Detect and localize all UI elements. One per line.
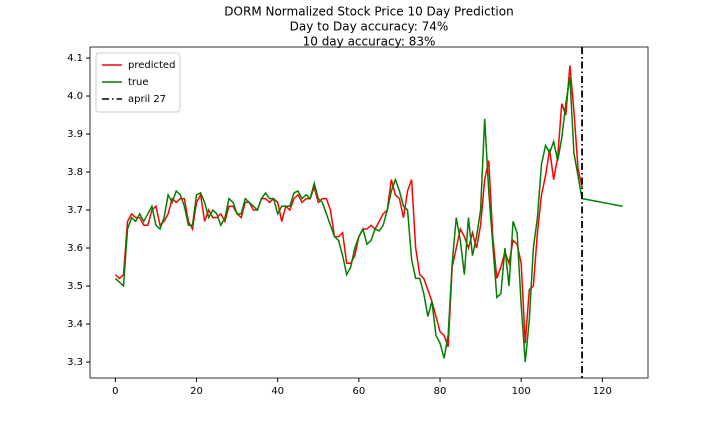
y-tick-label: 4.0 xyxy=(67,91,83,102)
y-tick-label: 3.7 xyxy=(67,205,83,216)
x-tick-label: 80 xyxy=(434,386,447,397)
y-tick-label: 3.3 xyxy=(67,357,83,368)
x-tick-label: 40 xyxy=(271,386,284,397)
y-tick-label: 3.6 xyxy=(67,243,83,254)
plot-frame xyxy=(89,46,649,379)
y-tick-label: 3.4 xyxy=(67,319,83,330)
legend-label: true xyxy=(128,77,149,88)
y-tick-label: 4.1 xyxy=(67,53,83,64)
y-tick-label: 3.5 xyxy=(67,281,83,292)
data-line xyxy=(114,65,583,348)
chart-subtitle: 10 day accuracy: 83% xyxy=(303,35,436,49)
x-tick-label: 60 xyxy=(352,386,365,397)
chart-subtitle: Day to Day accuracy: 74% xyxy=(290,20,449,34)
x-tick-label: 0 xyxy=(112,386,118,397)
legend-label: predicted xyxy=(128,60,175,71)
y-tick-label: 3.8 xyxy=(67,167,83,178)
data-line xyxy=(114,76,623,363)
chart-title: DORM Normalized Stock Price 10 Day Predi… xyxy=(224,5,513,19)
x-tick-label: 120 xyxy=(593,386,612,397)
y-tick-label: 3.9 xyxy=(67,129,83,140)
x-tick-label: 20 xyxy=(190,386,203,397)
legend-box xyxy=(95,52,181,113)
legend-label: april 27 xyxy=(128,94,166,105)
x-tick-label: 100 xyxy=(512,386,531,397)
